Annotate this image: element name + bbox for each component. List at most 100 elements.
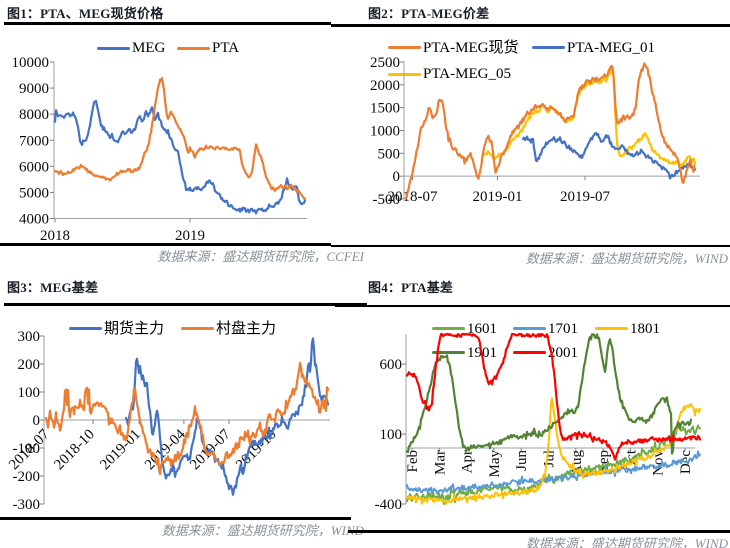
fig1-legend-item: PTA <box>177 40 239 56</box>
fig1-title-rule <box>4 22 331 25</box>
fig2-bottom-rule <box>331 244 730 248</box>
y-tick-label: -400 <box>375 497 403 513</box>
legend-swatch-icon <box>69 327 102 330</box>
fig2-title: 图2：PTA-MEG价差 <box>368 6 490 21</box>
y-tick-label: -500 <box>373 192 401 208</box>
x-tick-label: Jun <box>514 450 530 471</box>
fig1-bottom-rule <box>0 243 331 246</box>
fig1-legend-item: MEG <box>97 40 165 56</box>
y-tick-label: -200 <box>13 469 41 485</box>
series-1801-line <box>406 397 701 505</box>
fig4-bottom-rule <box>348 530 730 533</box>
x-tick-label: Mar <box>432 450 448 475</box>
fig3-bottom-rule <box>0 517 351 520</box>
fig3-source: 数据来源：盛达期货研究院，WIND <box>161 522 364 538</box>
legend-label: MEG <box>132 40 166 56</box>
legend-label: 1701 <box>548 320 578 337</box>
x-tick-label: 2019-07 <box>560 189 610 205</box>
y-tick-label: 600 <box>380 357 403 373</box>
legend-label: PTA-MEG_05 <box>423 66 511 82</box>
series-PTA-MEG_05-line <box>480 67 697 168</box>
series-PTA-line <box>53 76 307 200</box>
fig4-legend-item: 1601 <box>432 321 497 337</box>
y-tick-label: -100 <box>13 441 41 457</box>
y-tick-label: 1500 <box>370 101 400 117</box>
fig4-title-rule <box>335 304 730 308</box>
legend-label: PTA-MEG_01 <box>567 39 655 56</box>
fig2-source: 数据来源：盛达期货研究院，WIND <box>525 251 728 266</box>
legend-swatch-icon <box>177 46 210 50</box>
y-tick-label: 100 <box>18 385 41 401</box>
y-tick-label: 200 <box>18 357 41 373</box>
fig4-title: 图4：PTA基差 <box>368 280 454 295</box>
y-tick-label: 8000 <box>19 107 49 123</box>
series-1701-line <box>406 450 701 495</box>
fig4-legend-row-0: 1601 1701 1801 <box>0 321 730 337</box>
y-tick-label: 100 <box>380 427 403 443</box>
fig1-title: 图1：PTA、MEG现货价格 <box>7 6 164 21</box>
series-PTA-MEG现货-line <box>404 62 696 200</box>
series-期货主力-line <box>124 337 330 496</box>
series-村盘主力-line <box>44 361 330 476</box>
x-tick-label: 2019 <box>175 228 205 244</box>
legend-swatch-icon <box>432 327 465 330</box>
y-tick-label: 0 <box>33 413 41 429</box>
fig3-title: 图3：MEG基差 <box>7 280 99 295</box>
fig4-legend-item: 1801 <box>595 321 660 337</box>
fig4-legend-item: 1701 <box>513 321 578 337</box>
series-PTA-MEG_01-line <box>521 132 697 180</box>
legend-label: 村盘主力 <box>216 320 277 337</box>
fig3-legend-item: 期货主力 <box>69 321 164 337</box>
x-tick-label: Apr <box>460 450 476 473</box>
x-tick-label: 2018-07 <box>388 189 438 205</box>
fig4-source: 数据来源：盛达期货研究院，WIND <box>525 535 728 548</box>
legend-swatch-icon <box>513 351 546 354</box>
x-tick-label: Nov <box>651 450 667 476</box>
legend-swatch-icon <box>595 327 628 330</box>
x-tick-label: Jul <box>541 450 557 468</box>
series-MEG-line <box>53 99 307 215</box>
y-tick-label: 1000 <box>370 124 400 140</box>
legend-swatch-icon <box>97 46 130 50</box>
legend-swatch-icon <box>432 351 465 354</box>
y-tick-label: -300 <box>13 497 41 513</box>
y-tick-label: 2500 <box>370 55 400 71</box>
y-tick-label: 6000 <box>19 159 49 175</box>
fig1-legend-row-0: MEG PTA <box>0 40 730 56</box>
y-tick-label: 500 <box>378 146 401 162</box>
legend-swatch-icon <box>513 327 546 330</box>
fig2-legend-row-0: PTA-MEG现货 PTA-MEG_01 <box>0 40 730 56</box>
y-tick-label: 7000 <box>19 133 49 149</box>
fig2-title-rule <box>331 23 730 27</box>
legend-label: PTA <box>212 40 240 56</box>
legend-swatch-icon <box>388 46 421 49</box>
fig3-legend-item: 村盘主力 <box>181 321 276 337</box>
legend-label: 2001 <box>548 344 578 361</box>
y-tick-label: 4000 <box>19 212 49 228</box>
x-tick-label: 2018 <box>40 228 70 244</box>
y-tick-label: 0 <box>393 169 401 185</box>
series-1901-line <box>405 333 693 455</box>
x-tick-label: 2019-01 <box>473 189 523 205</box>
fig3-legend-row-0: 期货主力 村盘主力 <box>0 321 730 337</box>
legend-label: PTA-MEG现货 <box>423 39 519 56</box>
y-tick-label: 9000 <box>19 81 49 97</box>
y-tick-label: 300 <box>18 329 41 345</box>
legend-label: 期货主力 <box>104 320 165 337</box>
fig1-source: 数据来源：盛达期货研究院，CCFEI <box>157 249 364 264</box>
fig3-title-rule <box>4 303 367 306</box>
x-tick-label: May <box>487 450 503 478</box>
y-tick-label: 2000 <box>370 78 400 94</box>
x-tick-label: Feb <box>405 450 421 473</box>
fig4-legend-item: 2001 <box>513 345 578 361</box>
legend-swatch-icon <box>181 327 214 330</box>
legend-label: 1601 <box>467 320 497 337</box>
fig2-legend-item: PTA-MEG现货 <box>388 40 518 56</box>
legend-swatch-icon <box>532 46 565 49</box>
series-2001-line <box>405 333 702 461</box>
